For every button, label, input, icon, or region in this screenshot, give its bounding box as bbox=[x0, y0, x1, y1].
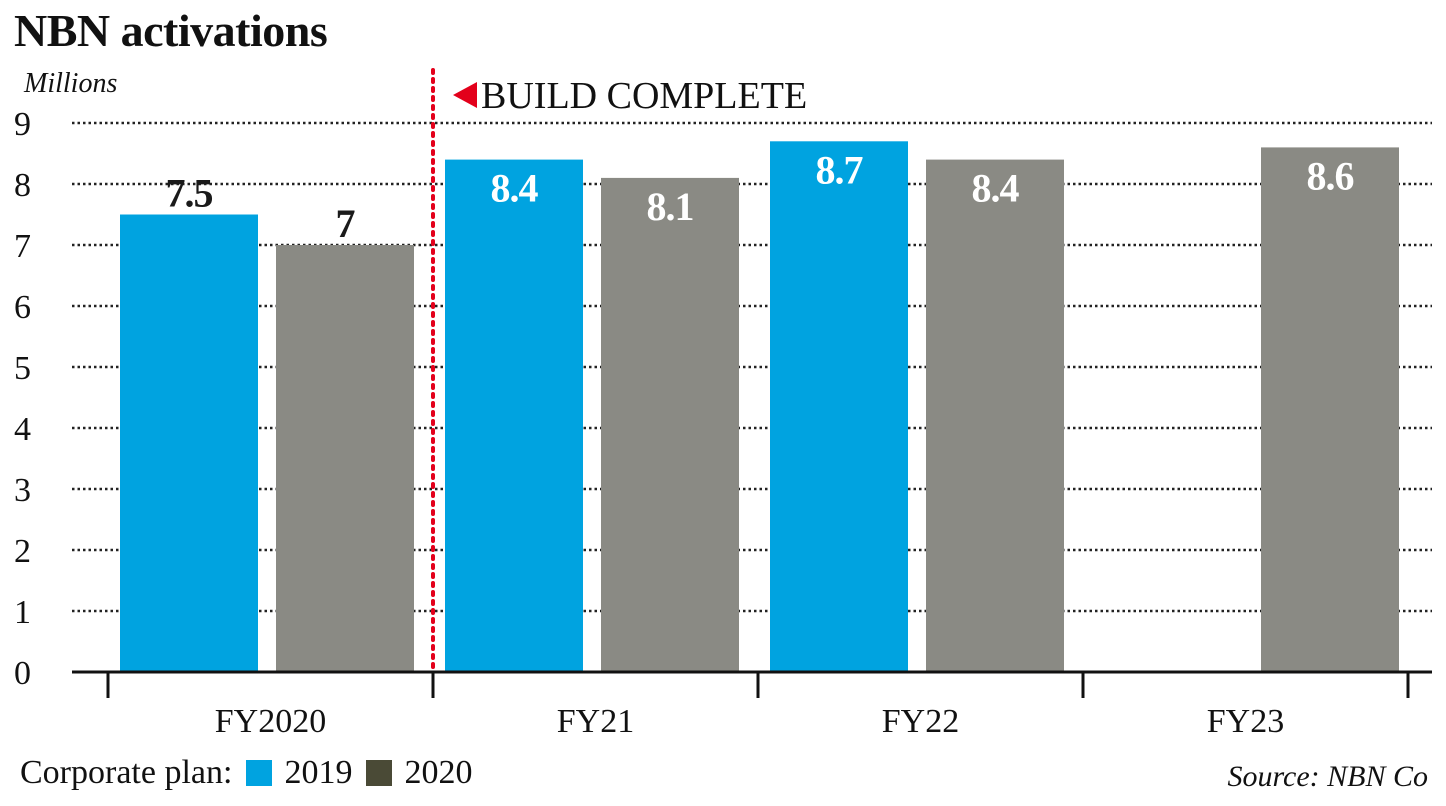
bar-FY23-2020 bbox=[1261, 147, 1399, 672]
y-tick-label-5: 5 bbox=[14, 350, 31, 387]
y-tick-label-8: 8 bbox=[14, 167, 31, 204]
source-note: Source: NBN Co bbox=[1227, 760, 1428, 793]
legend-label-2019: 2019 bbox=[284, 754, 353, 791]
data-label-FY22-2019: 8.7 bbox=[816, 147, 864, 192]
y-tick-label-3: 3 bbox=[14, 472, 31, 509]
bar-FY2020-2019 bbox=[120, 214, 258, 672]
build-complete-label: BUILD COMPLETE bbox=[481, 75, 807, 117]
bar-FY22-2019 bbox=[770, 141, 908, 673]
y-tick-label-6: 6 bbox=[14, 289, 31, 326]
chart-title: NBN activations bbox=[14, 5, 328, 56]
bar-FY22-2020 bbox=[926, 159, 1064, 673]
x-tick-label-FY23: FY23 bbox=[1207, 703, 1284, 740]
y-tick-label-9: 9 bbox=[14, 106, 31, 143]
y-tick-label-7: 7 bbox=[14, 228, 31, 265]
legend-title: Corporate plan: bbox=[20, 754, 233, 791]
bar-FY21-2020 bbox=[601, 177, 739, 672]
legend-swatch-2019 bbox=[246, 760, 273, 786]
bar-FY21-2019 bbox=[445, 159, 583, 673]
bar-FY2020-2020 bbox=[276, 245, 414, 672]
x-tick-label-FY2020: FY2020 bbox=[215, 703, 326, 740]
data-label-FY2020-2019: 7.5 bbox=[166, 171, 213, 216]
x-tick-label-FY22: FY22 bbox=[882, 703, 959, 740]
data-label-FY23-2020: 8.6 bbox=[1307, 153, 1354, 198]
data-label-FY21-2020: 8.1 bbox=[647, 184, 694, 229]
x-tick-label-FY21: FY21 bbox=[557, 703, 634, 740]
y-tick-label-1: 1 bbox=[14, 594, 31, 631]
legend-label-2020: 2020 bbox=[404, 754, 473, 791]
y-tick-label-0: 0 bbox=[14, 655, 31, 692]
build-complete-arrow-icon bbox=[453, 82, 477, 108]
data-label-FY21-2019: 8.4 bbox=[491, 166, 539, 211]
data-label-FY2020-2020: 7 bbox=[336, 201, 356, 246]
y-axis-label: Millions bbox=[23, 68, 117, 99]
y-tick-label-2: 2 bbox=[14, 533, 31, 570]
y-tick-label-4: 4 bbox=[14, 411, 31, 448]
data-label-FY22-2020: 8.4 bbox=[972, 166, 1020, 211]
legend-swatch-2020 bbox=[366, 760, 393, 786]
legend: Corporate plan: 2019 2020 bbox=[20, 754, 472, 792]
